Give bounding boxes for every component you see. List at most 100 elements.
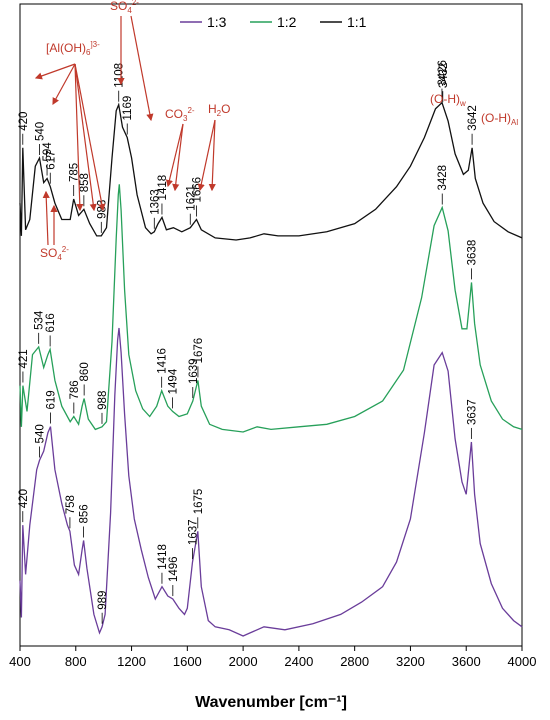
peak-label: 534: [34, 310, 46, 344]
band-annotation: H2O: [208, 102, 230, 118]
peak-value: 1675: [193, 489, 205, 515]
legend-label: 1:1: [347, 14, 367, 30]
peak-value: 534: [34, 310, 46, 330]
peak-value: 1363: [149, 189, 161, 215]
annotation-arrow: [52, 63, 76, 106]
peak-label: 989: [97, 591, 109, 624]
peak-value: 1666: [192, 177, 204, 203]
peak-label: 1418: [157, 544, 169, 584]
peak-value: 988: [97, 391, 109, 410]
series-line-1-2: [19, 184, 523, 433]
peak-label: 1169: [122, 96, 134, 135]
peak-label: 619: [46, 390, 58, 424]
peak-value: 540: [35, 424, 47, 443]
peak-label: 3426: [437, 60, 449, 100]
legend-label: 1:2: [277, 14, 297, 30]
x-tick-label: 1600: [173, 654, 202, 669]
peak-value: 3637: [466, 399, 478, 425]
legend-item: 1:1: [320, 14, 367, 30]
peak-label: 1621: [185, 185, 197, 225]
peak-label: 3642: [467, 105, 479, 145]
peak-value: 420: [18, 489, 30, 508]
x-tick-label: 4000: [508, 654, 537, 669]
band-annotation: (O-H)w: [430, 92, 466, 108]
x-tick-label: 3600: [452, 654, 481, 669]
annotation-arrow: [42, 190, 50, 246]
x-tick-label: 800: [65, 654, 87, 669]
peak-label: 1666: [192, 177, 204, 217]
peak-value: 540: [35, 122, 47, 141]
annotation-arrow: [165, 123, 184, 188]
peak-label: 786: [69, 380, 81, 414]
peak-value: 594: [42, 142, 54, 162]
peak-label: 1637: [187, 519, 199, 560]
x-tick-label: 3200: [396, 654, 425, 669]
peak-value: 3426: [437, 60, 449, 86]
peak-label: 1494: [168, 368, 180, 409]
annotation-arrow: [172, 123, 184, 192]
band-annotation: (O-H)Al: [481, 111, 518, 127]
peak-value: 1108: [114, 63, 126, 88]
peak-value: 617: [45, 151, 57, 170]
peak-label: 421: [18, 349, 30, 383]
peak-label: 1363: [149, 189, 161, 229]
peak-label: 540: [35, 424, 47, 458]
legend-item: 1:3: [180, 14, 227, 30]
peak-value: 3432: [438, 63, 450, 89]
band-annotations: [Al(OH)6]3- SO42- CO32- H2O (O-H)w (O-H)Al…: [34, 0, 518, 262]
legend-label: 1:3: [207, 14, 227, 30]
peak-label: 540: [35, 122, 47, 155]
band-annotation: SO42-: [40, 245, 69, 262]
x-axis-title: Wavenumber [cm⁻¹]: [195, 694, 347, 711]
peak-value: 1169: [122, 96, 134, 121]
annotation-arrow: [34, 63, 76, 80]
series-line-1-3: [19, 327, 523, 637]
peak-value: 420: [18, 112, 30, 131]
peak-value: 619: [46, 390, 58, 409]
peak-value: 3642: [467, 105, 479, 131]
peak-value: 758: [65, 495, 77, 514]
legend: 1:3 1:2 1:1: [180, 14, 367, 30]
peak-value: 1416: [157, 348, 169, 374]
plot-frame: [19, 3, 523, 647]
peak-value: 1494: [168, 368, 180, 394]
x-axis: 400 800 1200 1600 2000 2400 2800 3200 3600 4000: [9, 646, 536, 669]
legend-item: 1:2: [250, 14, 297, 30]
peak-value: 989: [97, 591, 109, 610]
annotation-arrow: [208, 119, 216, 192]
peak-label: 1639: [188, 358, 200, 399]
peak-label: 617: [45, 151, 57, 184]
annotation-arrow: [197, 119, 216, 192]
peak-value: 3638: [467, 240, 479, 266]
peak-label: 858: [79, 173, 91, 207]
peak-value: 1676: [193, 338, 205, 364]
band-annotation: [Al(OH)6]3-: [46, 40, 100, 57]
peak-label: 420: [18, 112, 30, 145]
peak-value: 1496: [168, 556, 180, 582]
x-tick-label: 400: [9, 654, 31, 669]
peak-label: 3428: [437, 165, 449, 205]
peak-label: 3432: [438, 63, 450, 103]
peak-value: 3428: [437, 165, 449, 191]
peak-value: 1418: [157, 175, 169, 201]
peak-label: 785: [69, 163, 81, 196]
peak-value: 858: [79, 173, 91, 192]
peak-label: 3637: [466, 399, 478, 439]
peak-value: 421: [18, 349, 30, 368]
peak-label: 420: [18, 489, 30, 523]
peak-label: 594: [42, 142, 54, 176]
peak-label: 1676: [193, 338, 205, 378]
annotation-arrow: [74, 63, 97, 212]
peak-label: 988: [97, 391, 109, 424]
peak-label: 616: [45, 313, 57, 347]
peak-label: 856: [79, 504, 91, 538]
annotation-arrow: [74, 63, 106, 212]
peak-value: 1621: [185, 185, 197, 211]
peak-value: 1639: [188, 358, 200, 384]
x-tick-label: 2000: [229, 654, 258, 669]
peak-label: 1496: [168, 556, 180, 597]
peak-value: 785: [69, 163, 81, 182]
peak-labels: 4205405946177858589831108116913631418162…: [18, 60, 479, 624]
peak-value: 786: [69, 380, 81, 399]
band-annotation: SO42-: [110, 0, 139, 15]
